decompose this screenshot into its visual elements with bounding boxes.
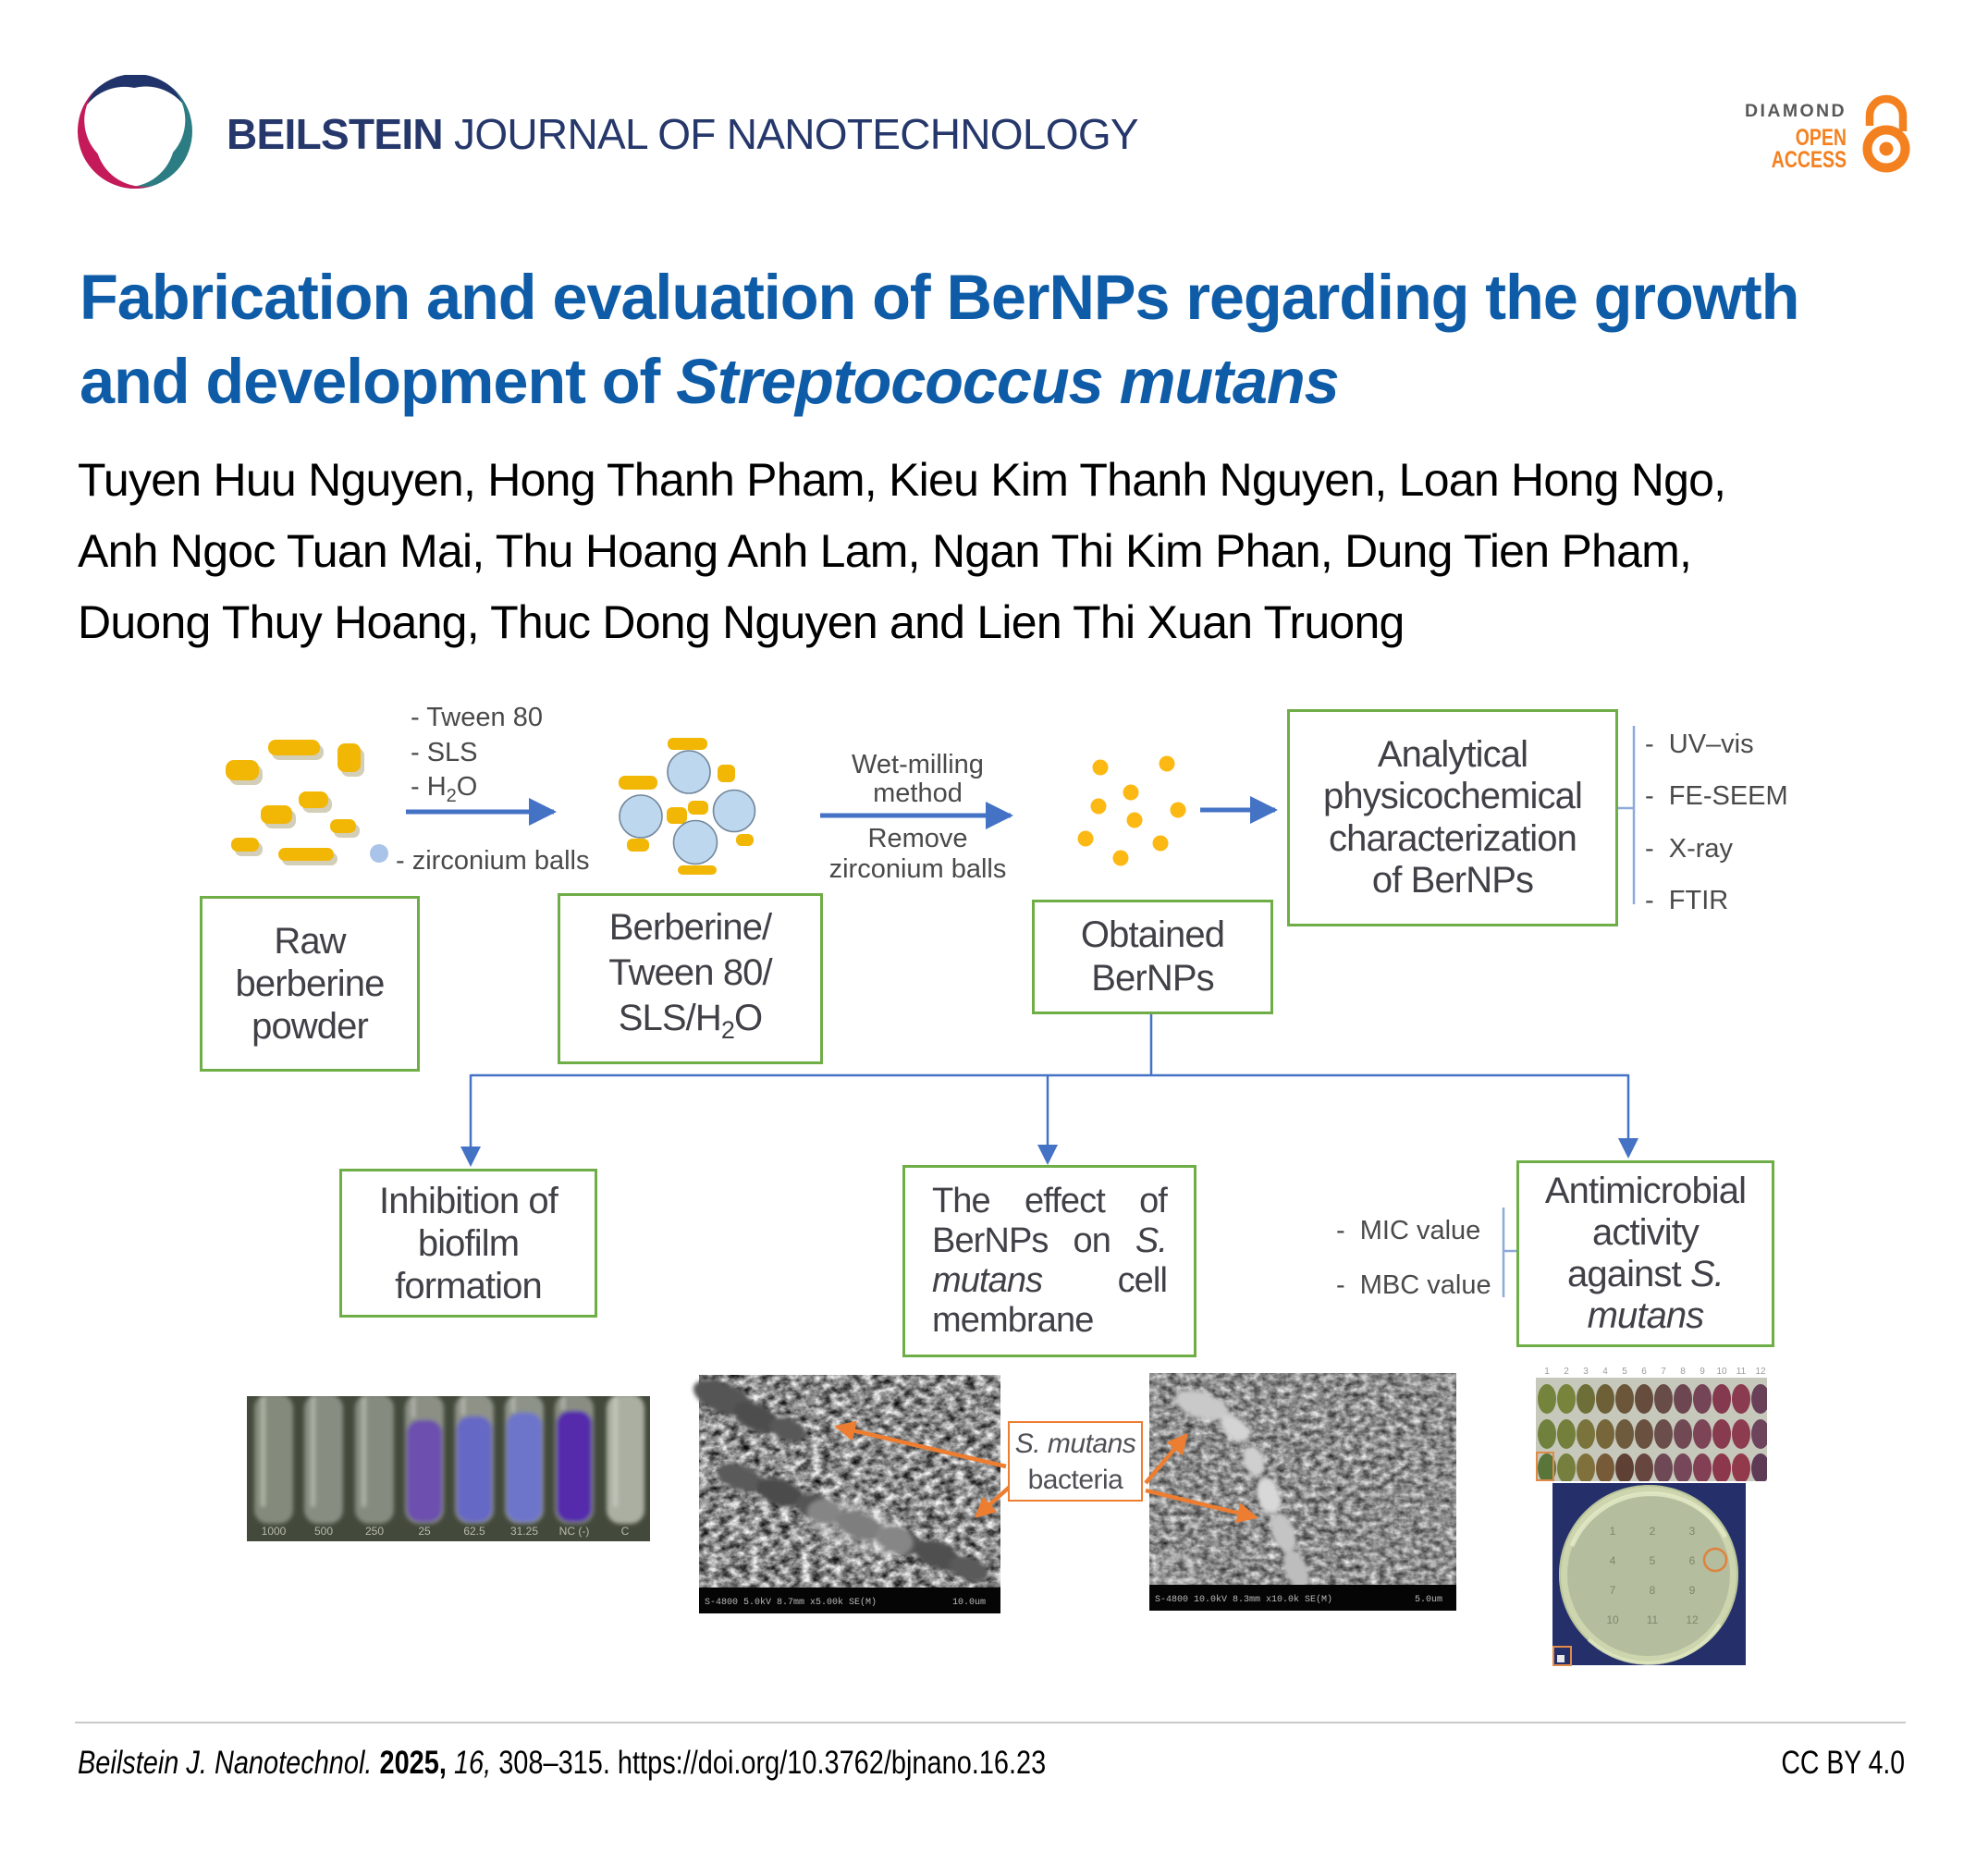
svg-text:1000: 1000 [262, 1525, 287, 1538]
svg-text:6: 6 [1689, 1554, 1696, 1567]
svg-text:1: 1 [1610, 1525, 1616, 1538]
svg-text:S-4800 10.0kV 8.3mm x10.0k SE(: S-4800 10.0kV 8.3mm x10.0k SE(M) [1155, 1594, 1332, 1605]
svg-text:12: 12 [1755, 1367, 1766, 1377]
svg-text:10: 10 [1606, 1613, 1619, 1626]
svg-text:11: 11 [1736, 1367, 1747, 1377]
svg-text:5.0um: 5.0um [1415, 1595, 1442, 1605]
svg-text:2: 2 [1564, 1367, 1569, 1377]
svg-text:9: 9 [1700, 1367, 1705, 1377]
svg-text:6: 6 [1641, 1367, 1647, 1377]
svg-text:11: 11 [1647, 1613, 1659, 1626]
svg-text:8: 8 [1680, 1367, 1686, 1377]
svg-text:9: 9 [1689, 1584, 1696, 1597]
svg-text:2: 2 [1650, 1525, 1656, 1538]
svg-text:3: 3 [1583, 1367, 1589, 1377]
svg-text:5: 5 [1622, 1367, 1627, 1377]
svg-text:12: 12 [1686, 1613, 1699, 1626]
svg-text:8: 8 [1650, 1584, 1656, 1597]
svg-text:7: 7 [1610, 1584, 1616, 1597]
svg-text:25: 25 [418, 1525, 431, 1538]
svg-text:S-4800 5.0kV 8.7mm x5.00k SE(M: S-4800 5.0kV 8.7mm x5.00k SE(M) [705, 1597, 877, 1608]
svg-text:NC (-): NC (-) [559, 1525, 590, 1538]
svg-text:10: 10 [1716, 1367, 1727, 1377]
svg-text:7: 7 [1661, 1367, 1666, 1377]
svg-text:10.0um: 10.0um [952, 1598, 986, 1608]
svg-text:31.25: 31.25 [510, 1525, 538, 1538]
svg-text:62.5: 62.5 [463, 1525, 485, 1538]
svg-text:5: 5 [1650, 1554, 1656, 1567]
svg-text:4: 4 [1610, 1554, 1616, 1567]
svg-text:4: 4 [1602, 1367, 1608, 1377]
svg-text:C: C [621, 1525, 630, 1538]
svg-text:250: 250 [365, 1525, 384, 1538]
svg-text:3: 3 [1689, 1525, 1696, 1538]
svg-text:1: 1 [1544, 1367, 1550, 1377]
svg-text:500: 500 [314, 1525, 333, 1538]
